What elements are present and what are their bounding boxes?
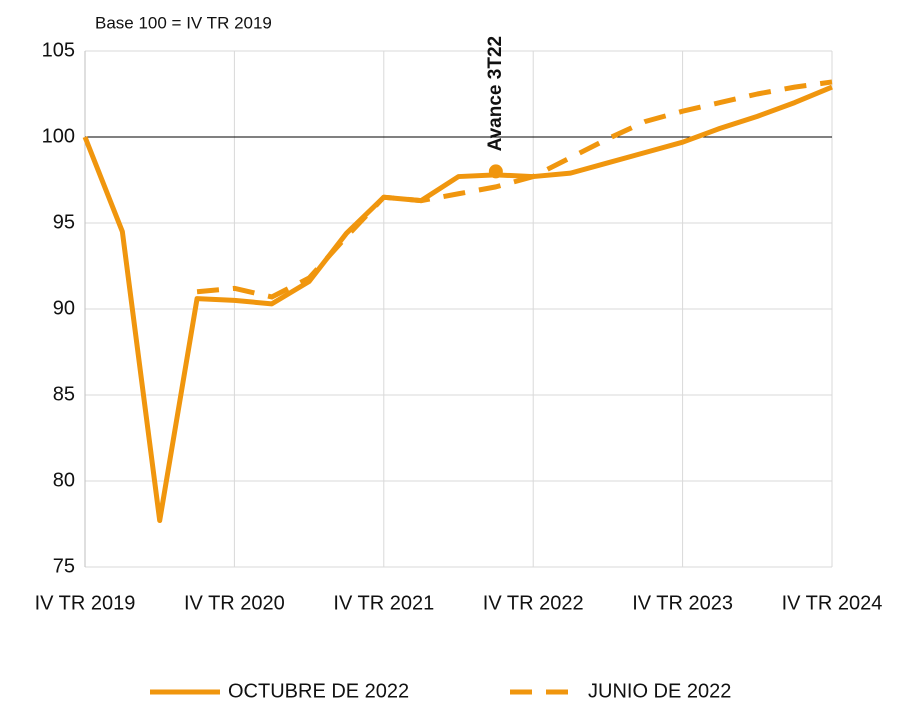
legend-label: OCTUBRE DE 2022: [228, 680, 409, 702]
y-tick-label: 105: [42, 39, 75, 61]
series-line: [196, 79, 833, 300]
annotation-point: [488, 164, 503, 179]
y-tick-label: 85: [53, 383, 75, 405]
series-line: [82, 84, 833, 524]
y-tick-label: 80: [53, 469, 75, 491]
x-tick-label: IV TR 2021: [333, 592, 434, 614]
x-tick-label: IV TR 2023: [632, 592, 733, 614]
y-tick-label: 95: [53, 211, 75, 233]
x-tick-label: IV TR 2022: [483, 592, 584, 614]
y-tick-label: 75: [53, 555, 75, 577]
chart-subtitle: Base 100 = IV TR 2019: [95, 13, 272, 32]
x-tick-label: IV TR 2019: [35, 592, 136, 614]
y-tick-label: 100: [42, 125, 75, 147]
y-tick-label: 90: [53, 297, 75, 319]
legend-label: JUNIO DE 2022: [588, 680, 731, 702]
x-tick-label: IV TR 2020: [184, 592, 285, 614]
x-tick-label: IV TR 2024: [782, 592, 883, 614]
annotation-label: Avance 3T22: [485, 36, 506, 151]
